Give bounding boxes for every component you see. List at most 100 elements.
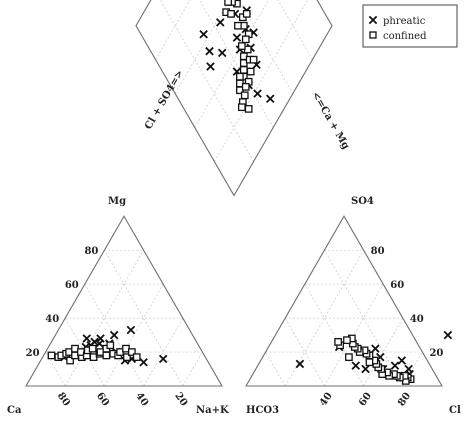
cation-grid-line <box>64 317 105 387</box>
cation-grid-line <box>84 283 144 387</box>
confined-point-diamond <box>234 21 242 30</box>
confined-point-cation <box>106 341 115 350</box>
legend-square-icon <box>369 31 377 39</box>
phreatic-point-anion <box>361 364 370 374</box>
label-na-k: Na+K <box>196 405 229 416</box>
confined-point-diamond <box>237 42 246 50</box>
tick-mg-40: 40 <box>45 314 59 325</box>
tick-mg-20: 20 <box>26 348 40 359</box>
confined-point-diamond <box>242 10 251 18</box>
anion-grid-line <box>402 351 423 387</box>
tick-ca-80: 80 <box>55 391 72 409</box>
confined-point-cation <box>88 344 97 353</box>
phreatic-point-anion <box>397 356 407 365</box>
confined-point-cation <box>123 353 131 361</box>
confined-point-anion <box>343 336 351 345</box>
phreatic-point-cation <box>126 325 136 335</box>
phreatic-point-anion <box>404 364 413 374</box>
phreatic-point-diamond <box>217 48 227 58</box>
anion-triangle <box>245 215 443 387</box>
phreatic-point-cation <box>96 334 105 343</box>
phreatic-point-anion <box>375 352 385 362</box>
phreatic-point-diamond <box>206 62 215 71</box>
confined-point-anion <box>365 358 374 367</box>
legend-cross-icon <box>368 15 378 25</box>
confined-point-diamond <box>224 0 232 6</box>
confined-point-cation <box>102 351 111 360</box>
confined-point-cation <box>132 353 141 361</box>
phreatic-point-diamond <box>253 89 262 98</box>
legend-phreatic: phreatic <box>383 16 426 27</box>
tick-so4-60: 60 <box>390 280 404 291</box>
phreatic-point-cation <box>158 354 168 364</box>
tick-cl-60: 60 <box>357 391 374 409</box>
cation-grid-line <box>104 283 164 387</box>
label-ca: Ca <box>7 405 22 416</box>
anion-grid-line <box>284 317 325 387</box>
anion-grid-line <box>363 317 404 387</box>
diamond-grid-line <box>174 0 230 94</box>
confined-point-anion <box>345 353 353 361</box>
legend-box <box>362 4 458 48</box>
cation-triangle <box>25 215 223 387</box>
phreatic-point-anion <box>295 359 305 369</box>
phreatic-point-anion <box>351 361 361 370</box>
phreatic-point-cation <box>82 334 92 343</box>
data-points <box>47 0 453 385</box>
anion-grid-line <box>324 283 384 387</box>
phreatic-point-anion <box>443 330 453 340</box>
tick-ca-40: 40 <box>133 391 150 409</box>
phreatic-point-diamond <box>265 94 275 103</box>
cation-grid-line <box>143 317 184 387</box>
diamond-grid-line <box>199 0 274 128</box>
tick-cl-80: 80 <box>396 391 413 409</box>
label-cl: Cl <box>449 405 461 416</box>
phreatic-point-cation <box>109 330 119 340</box>
phreatic-point-diamond <box>205 46 214 56</box>
diamond-grid-line <box>214 0 309 162</box>
confined-point-diamond <box>249 55 258 64</box>
tick-mg-60: 60 <box>65 280 79 291</box>
confined-point-diamond <box>236 72 244 81</box>
tick-so4-80: 80 <box>371 246 385 257</box>
confined-point-diamond <box>241 82 250 91</box>
confined-point-cation <box>47 351 56 360</box>
phreatic-point-diamond <box>199 29 208 39</box>
anion-grid-line <box>304 283 364 387</box>
legend: phreatic confined <box>362 4 458 48</box>
phreatic-point-anion <box>371 344 380 353</box>
diamond-grid-line <box>155 0 191 60</box>
confined-point-diamond <box>227 10 235 18</box>
anion-grid-line <box>265 351 286 387</box>
confined-point-anion <box>334 338 342 346</box>
tick-cl-40: 40 <box>318 391 335 409</box>
phreatic-point-anion <box>390 361 400 370</box>
cation-grid-line <box>64 250 144 387</box>
confined-point-diamond <box>246 67 255 76</box>
confined-point-diamond <box>239 66 248 74</box>
confined-point-diamond <box>237 103 246 112</box>
tick-ca-20: 20 <box>172 391 189 409</box>
label-ca-mg: <=Ca + Mg <box>309 90 351 151</box>
label-mg: Mg <box>108 196 126 207</box>
confined-point-diamond <box>240 91 249 100</box>
cation-grid-line <box>182 351 203 387</box>
phreatic-point-diamond <box>232 33 242 42</box>
diagram-outlines <box>25 0 443 387</box>
label-hco3: HCO3 <box>246 405 279 416</box>
grid-lines <box>45 0 423 387</box>
tick-so4-40: 40 <box>410 314 424 325</box>
label-cl-so4: Cl + SO4=> <box>143 68 186 131</box>
confined-point-cation <box>127 348 136 356</box>
diamond-grid-line <box>159 0 254 162</box>
confined-point-diamond <box>241 35 250 44</box>
phreatic-point-diamond <box>216 18 225 27</box>
phreatic-point-cation <box>139 357 148 367</box>
tick-mg-80: 80 <box>84 246 98 257</box>
label-so4: SO4 <box>351 196 374 207</box>
tick-labels: 2040608080604020204060804060802040608020… <box>26 246 444 409</box>
diamond-grid-line <box>277 0 313 60</box>
confined-point-cation <box>66 356 74 365</box>
tick-so4-20: 20 <box>429 348 443 359</box>
